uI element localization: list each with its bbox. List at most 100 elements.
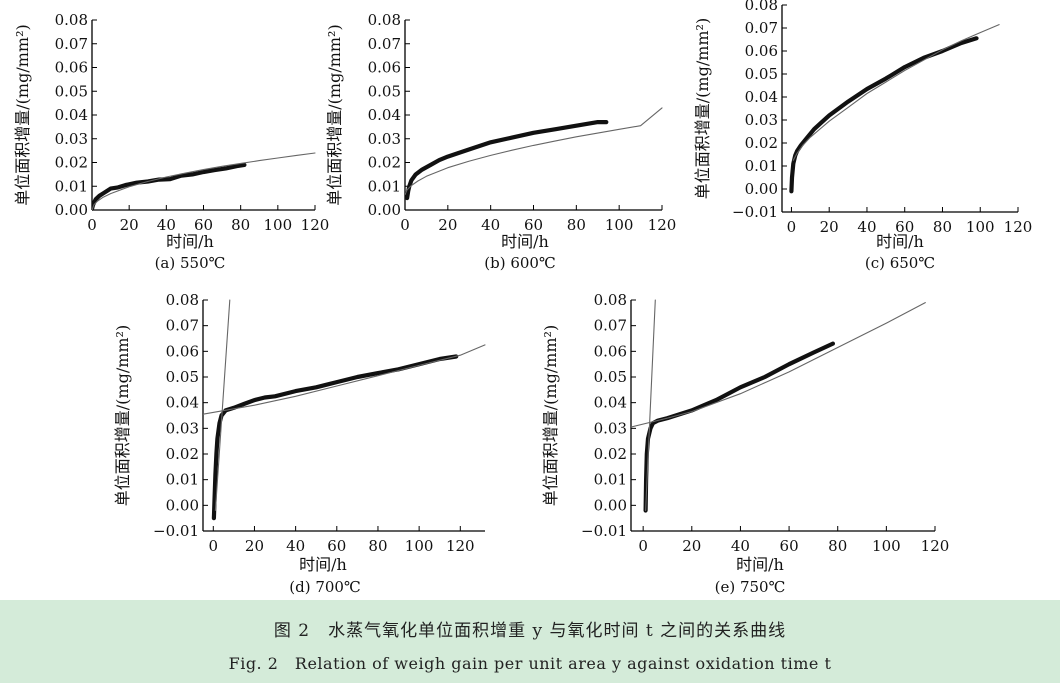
y-tick-label: 0.08 [368,11,401,29]
x-tick-label: 20 [120,216,139,234]
chart-c: −0.01 0.00 0.01 0.02 0.03 0.04 0.05 0.06 0.07 0.0… [693,0,1032,272]
y-tick-label: 0.01 [55,177,88,195]
series-group [631,299,926,513]
y-tick-label: 0.06 [55,59,88,77]
x-tick-label: 80 [567,216,586,234]
x-axis-label: 时间/h [501,232,549,251]
series-group [92,152,316,211]
y-tick-label: 0.05 [368,82,401,100]
y-tick-label: 0.00 [368,201,401,219]
y-tick-label: 0.03 [368,130,401,148]
y-tick-label: 0.03 [166,419,199,437]
y-tick-label: 0.04 [55,106,88,124]
x-tick-label: 60 [327,537,346,555]
x-tick-label: 40 [857,218,876,236]
x-tick-label: 0 [638,537,648,555]
y-axis-label: 单位面积增量/(mg/mm²) [541,325,560,506]
x-tick-label: 80 [933,218,952,236]
y-tick-label: 0.02 [745,134,778,152]
x-tick-label: 0 [209,537,219,555]
x-tick-label: 20 [438,216,457,234]
caption-chinese: 图 2 水蒸气氧化单位面积增重 y 与氧化时间 t 之间的关系曲线 [273,621,787,641]
x-tick-label: 20 [682,537,701,555]
measured-series-line [405,119,609,201]
y-tick-label: 0.06 [166,342,199,360]
y-tick-label: 0.08 [594,291,627,309]
y-tick-label: 0.01 [745,157,778,175]
x-tick-label: 100 [264,216,293,234]
y-tick-label: 0.07 [166,317,199,335]
y-tick-label: 0.06 [594,342,627,360]
y-tick-label: 0.03 [745,111,778,129]
series-group [789,24,1000,194]
y-tick-label: 0.07 [368,35,401,53]
y-tick-label: −0.01 [581,522,627,540]
fit-series-line [203,344,486,415]
y-tick-label: 0.05 [594,368,627,386]
y-tick-label: 0.00 [594,496,627,514]
x-tick-label: 20 [245,537,264,555]
y-tick-label: −0.01 [153,522,199,540]
fit-series-line [92,152,316,211]
fit-series-line [214,299,231,512]
chart-d: −0.01 0.00 0.01 0.02 0.03 0.04 0.05 0.06 0.07 0.0… [113,291,486,596]
y-tick-label: 0.02 [166,445,199,463]
y-tick-label: 0.02 [368,154,401,172]
x-axis-label: 时间/h [876,232,924,251]
x-tick-label: 120 [446,537,475,555]
x-tick-label: 100 [966,218,995,236]
x-tick-label: 60 [524,216,543,234]
measured-series-line [789,36,979,194]
measured-series-line [211,354,459,521]
x-tick-label: 80 [368,537,387,555]
y-axis-label: 单位面积增量/(mg/mm²) [13,24,32,205]
x-tick-label: 40 [481,216,500,234]
x-tick-label: 120 [648,216,677,234]
x-tick-label: 60 [194,216,213,234]
figure: 0.00 0.01 0.02 0.03 0.04 0.05 0.06 0.07 0.08 0 20 4… [13,0,1032,596]
x-tick-label: 20 [820,218,839,236]
x-tick-label: 100 [872,537,901,555]
x-tick-label: 120 [301,216,330,234]
chart-e: −0.01 0.00 0.01 0.02 0.03 0.04 0.05 0.06 0.07 0.0… [541,291,949,596]
x-tick-label: 60 [895,218,914,236]
y-tick-label: 0.04 [745,88,778,106]
y-tick-label: 0.04 [368,106,401,124]
y-tick-label: 0.00 [166,496,199,514]
measured-series-line [643,341,836,513]
x-tick-label: 40 [731,537,750,555]
y-axis-label: 单位面积增量/(mg/mm²) [325,24,344,205]
y-tick-label: 0.08 [166,291,199,309]
y-tick-label: 0.02 [55,154,88,172]
y-tick-label: 0.01 [368,177,401,195]
x-tick-label: 40 [157,216,176,234]
x-tick-label: 80 [828,537,847,555]
x-tick-label: 0 [87,216,97,234]
y-tick-label: 0.04 [594,394,627,412]
series-group [203,299,486,521]
y-tick-label: 0.07 [745,19,778,37]
y-tick-label: 0.07 [55,35,88,53]
y-tick-label: 0.08 [55,11,88,29]
y-tick-label: 0.03 [594,419,627,437]
y-tick-label: 0.01 [166,471,199,489]
chart-subtitle: (b) 600℃ [484,254,555,272]
x-axis-label: 时间/h [166,232,214,251]
y-tick-label: 0.00 [55,201,88,219]
y-tick-label: 0.05 [745,65,778,83]
chart-b: 0.00 0.01 0.02 0.03 0.04 0.05 0.06 0.07 0.08 0 20 4… [325,11,676,272]
fit-series-line [645,299,656,512]
figure-canvas: 0.00 0.01 0.02 0.03 0.04 0.05 0.06 0.07 0.08 0 20 4… [13,0,1032,596]
y-tick-label: 0.07 [594,317,627,335]
x-axis-label: 时间/h [299,555,347,574]
x-tick-label: 0 [400,216,410,234]
y-tick-label: 0.00 [745,180,778,198]
y-tick-label: 0.01 [594,471,627,489]
y-tick-label: −0.01 [732,203,778,221]
y-axis-label: 单位面积增量/(mg/mm²) [113,325,132,506]
y-tick-label: 0.03 [55,130,88,148]
x-tick-label: 0 [787,218,797,236]
fit-series-line [792,24,1000,161]
y-tick-label: 0.05 [55,82,88,100]
y-tick-label: 0.05 [166,368,199,386]
